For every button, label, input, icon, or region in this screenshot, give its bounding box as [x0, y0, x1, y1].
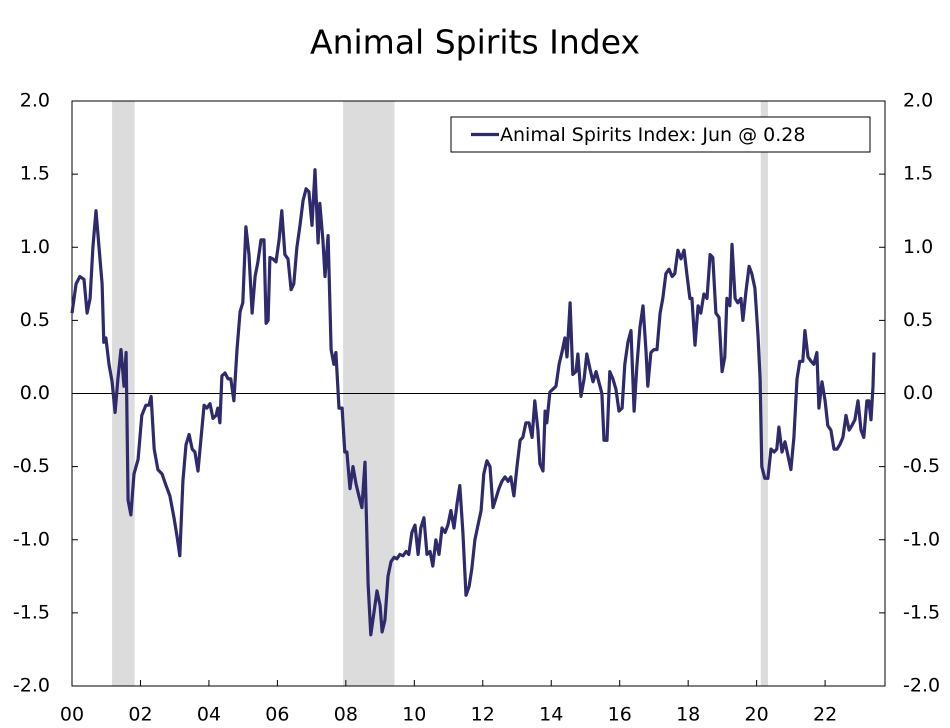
y2-tick-label: -0.5: [903, 455, 940, 477]
y-tick-label: -0.5: [13, 455, 50, 477]
x-tick-label: 14: [539, 704, 563, 726]
y-tick-label: 0.5: [20, 309, 50, 331]
y2-tick-label: 1.5: [903, 163, 933, 185]
chart-title: Animal Spirits Index: [310, 23, 640, 62]
x-tick-label: 06: [265, 704, 289, 726]
y2-tick-label: 2.0: [903, 90, 933, 112]
y-tick-label: 2.0: [20, 90, 50, 112]
y2-tick-label: -2.0: [903, 675, 940, 697]
y2-tick-label: 1.0: [903, 236, 933, 258]
x-tick-label: 20: [745, 704, 769, 726]
x-tick-label: 16: [608, 704, 632, 726]
y-tick-label: -2.0: [13, 675, 50, 697]
y2-tick-label: 0.0: [903, 382, 933, 404]
y-tick-label: 0.0: [20, 382, 50, 404]
y2-tick-label: -1.5: [903, 601, 940, 623]
y-tick-label: -1.0: [13, 528, 50, 550]
x-tick-label: 22: [813, 704, 837, 726]
y2-tick-label: -1.0: [903, 528, 940, 550]
x-tick-label: 10: [402, 704, 426, 726]
y-tick-label: 1.0: [20, 236, 50, 258]
legend-label: Animal Spirits Index: Jun @ 0.28: [500, 124, 805, 146]
x-tick-label: 18: [676, 704, 700, 726]
x-tick-label: 00: [60, 704, 84, 726]
x-tick-label: 08: [334, 704, 358, 726]
x-tick-label: 04: [197, 704, 221, 726]
y-tick-label: -1.5: [13, 601, 50, 623]
series-line: [70, 168, 876, 637]
x-tick-label: 02: [128, 704, 152, 726]
y-tick-label: 1.5: [20, 163, 50, 185]
legend-box: [450, 116, 871, 153]
y2-tick-label: 0.5: [903, 309, 933, 331]
x-tick-label: 12: [471, 704, 495, 726]
